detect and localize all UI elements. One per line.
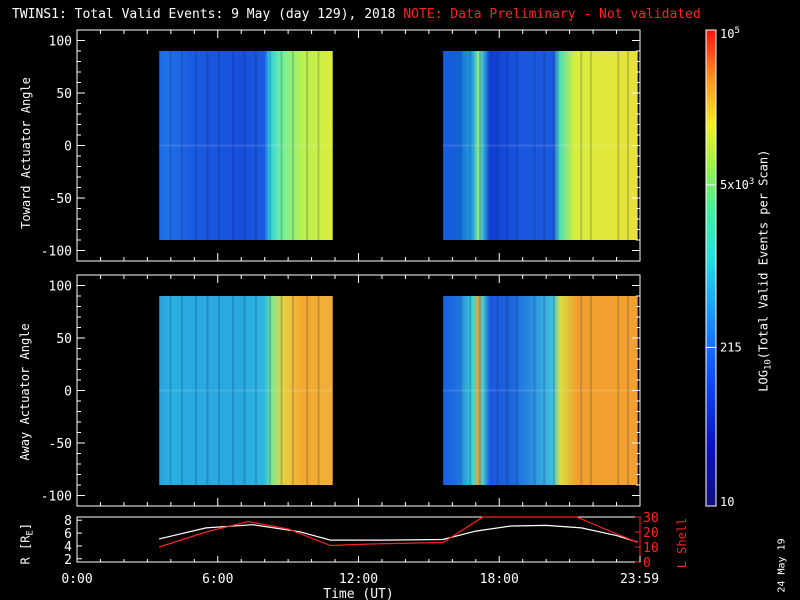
ytick-label: 100 bbox=[49, 280, 72, 295]
ytick-label: 0 bbox=[64, 385, 72, 400]
colorbar-tick-label: 215 bbox=[720, 340, 742, 354]
ytick-label: 50 bbox=[56, 87, 72, 102]
heatmap-segment-1-2 bbox=[442, 51, 638, 240]
colorbar-tick-label: 5x103 bbox=[720, 177, 754, 192]
xtick-label: 18:00 bbox=[480, 572, 519, 587]
xtick-label: 12:00 bbox=[339, 572, 378, 587]
orbit-lshell-line bbox=[158, 516, 638, 548]
orbit-y2tick-label: 30 bbox=[643, 511, 659, 526]
ytick-label: -100 bbox=[41, 490, 72, 505]
ytick-label: -50 bbox=[49, 192, 72, 207]
orbit-r-line bbox=[158, 524, 638, 543]
heatmap-segment-2-2 bbox=[442, 296, 638, 485]
title-note: NOTE: Data Preliminary - Not validated bbox=[403, 7, 701, 22]
colorbar-tick-label: 10 bbox=[720, 495, 734, 509]
ytick-label: 100 bbox=[49, 35, 72, 50]
heatmap-segment-1-1 bbox=[159, 51, 333, 240]
xtick-label: 6:00 bbox=[202, 572, 233, 587]
orbit-ytick-label: 8 bbox=[64, 514, 72, 529]
xtick-label: 0:00 bbox=[61, 572, 92, 587]
orbit-y2tick-label: 20 bbox=[643, 526, 659, 541]
x-axis-title: Time (UT) bbox=[323, 587, 393, 600]
orbit-y2tick-label: 10 bbox=[643, 541, 659, 556]
heatmap-segment-2-1 bbox=[159, 296, 333, 485]
orbit-ytick-label: 2 bbox=[64, 553, 72, 568]
title-main: TWINS1: Total Valid Events: 9 May (day 1… bbox=[12, 7, 396, 22]
colorbar bbox=[705, 29, 717, 507]
ytick-label: 0 bbox=[64, 140, 72, 155]
ytick-label: -100 bbox=[41, 245, 72, 260]
xtick-label: 23:59 bbox=[620, 572, 659, 587]
orbit-y2tick-label: 0 bbox=[643, 556, 651, 571]
chart-title: TWINS1: Total Valid Events: 9 May (day 1… bbox=[12, 7, 701, 22]
ytick-label: -50 bbox=[49, 437, 72, 452]
ytick-label: 50 bbox=[56, 332, 72, 347]
orbit-ytick-label: 6 bbox=[64, 527, 72, 542]
orbit-ytick-label: 4 bbox=[64, 540, 72, 555]
colorbar-tick-label: 105 bbox=[720, 26, 740, 41]
